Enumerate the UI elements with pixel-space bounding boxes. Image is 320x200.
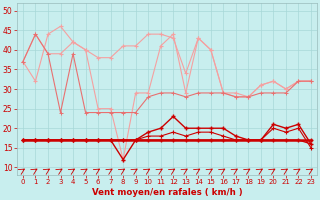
X-axis label: Vent moyen/en rafales ( km/h ): Vent moyen/en rafales ( km/h ) [92,188,242,197]
